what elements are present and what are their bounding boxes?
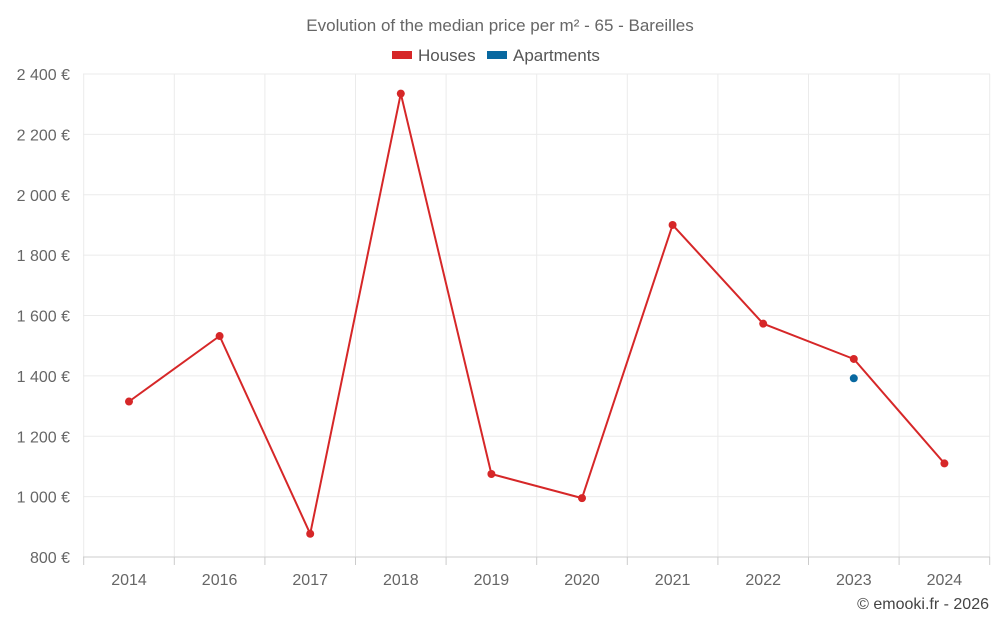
- data-point-houses: [759, 319, 768, 328]
- y-tick-label: 800 €: [30, 550, 70, 567]
- series-houses: [125, 89, 949, 538]
- legend-label-houses[interactable]: Houses: [418, 46, 476, 65]
- series-layer: [125, 89, 949, 538]
- gridlines: [83, 73, 991, 565]
- y-tick-label: 1 800 €: [17, 248, 70, 265]
- x-tick-label: 2020: [564, 572, 600, 589]
- x-tick-label: 2016: [202, 572, 238, 589]
- legend-label-apartments[interactable]: Apartments: [513, 46, 600, 65]
- y-tick-label: 1 600 €: [17, 309, 70, 326]
- data-point-houses: [487, 469, 496, 478]
- legend-swatch-apartments: [487, 51, 507, 59]
- y-tick-label: 1 000 €: [17, 490, 70, 507]
- legend-swatch-houses: [392, 51, 412, 59]
- y-tick-label: 1 200 €: [17, 429, 70, 446]
- x-tick-label: 2022: [745, 572, 781, 589]
- y-tick-label: 1 400 €: [17, 369, 70, 386]
- y-tick-label: 2 200 €: [17, 127, 70, 144]
- x-tick-label: 2021: [655, 572, 691, 589]
- series-apartments: [849, 374, 858, 383]
- data-point-houses: [578, 494, 586, 503]
- legend: Houses Apartments: [392, 46, 600, 65]
- x-tick-label: 2017: [292, 572, 328, 589]
- y-axis-ticks: 800 € 1 000 € 1 200 € 1 400 € 1 600 € 1 800 €…: [17, 67, 70, 567]
- x-tick-label: 2023: [836, 572, 872, 589]
- credit-text: © emooki.fr - 2026: [857, 596, 989, 613]
- data-point-houses: [306, 529, 315, 538]
- data-point-houses: [668, 220, 677, 229]
- data-point-houses: [940, 459, 949, 468]
- data-point-houses: [215, 332, 224, 341]
- y-tick-label: 2 400 €: [17, 67, 70, 84]
- data-point-houses: [849, 354, 858, 363]
- x-axis-ticks: 2014 2016 2017 2018 2019 2020 2021 2022 2023 2024: [111, 572, 962, 589]
- x-tick-label: 2024: [927, 572, 963, 589]
- series-line-houses: [128, 92, 946, 535]
- x-tick-label: 2019: [474, 572, 510, 589]
- data-point-houses: [396, 89, 405, 98]
- data-point-apartments: [849, 374, 858, 383]
- y-tick-label: 2 000 €: [17, 188, 70, 205]
- x-tick-label: 2014: [111, 572, 147, 589]
- chart-title: Evolution of the median price per m² - 6…: [306, 16, 693, 35]
- x-tick-label: 2018: [383, 572, 419, 589]
- data-point-houses: [125, 397, 133, 406]
